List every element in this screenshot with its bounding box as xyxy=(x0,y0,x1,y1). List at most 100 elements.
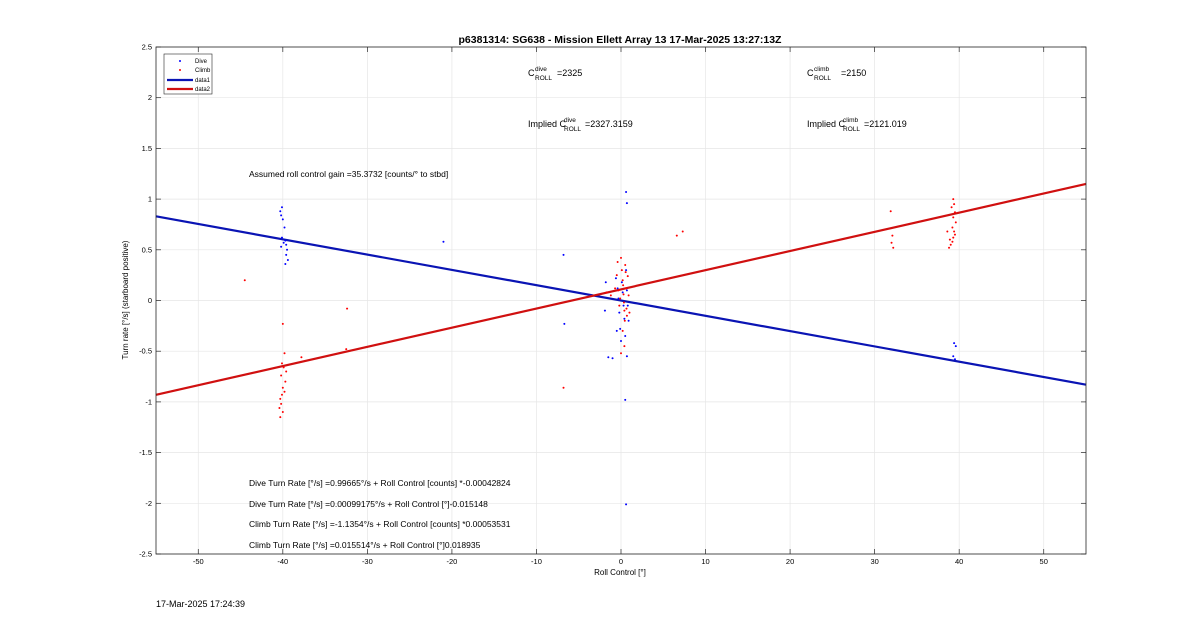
climb-point xyxy=(620,352,622,355)
climb-point xyxy=(619,297,622,300)
climb-point xyxy=(562,386,565,389)
fit-line-data2 xyxy=(155,182,1087,396)
x-axis-label: Roll Control [°] xyxy=(594,568,646,577)
climb-point xyxy=(620,269,623,272)
climb-point xyxy=(280,393,283,396)
dive-point xyxy=(625,191,628,194)
y-tick-label: 2.5 xyxy=(142,43,152,52)
climb-point xyxy=(953,230,956,233)
dive-point xyxy=(285,243,288,246)
implied-dive-prefix: Implied C xyxy=(528,119,567,129)
implied-climb-value: =2121.019 xyxy=(864,119,907,129)
climb-point xyxy=(948,238,951,241)
legend-dive-marker xyxy=(179,60,181,62)
tick-labels: -50 -40 -30 -20 -10 0 10 20 30 40 50-2.5-2-1.5-1-0… xyxy=(139,43,1048,567)
dive-point xyxy=(953,342,956,345)
y-tick-label: 0.5 xyxy=(142,245,152,254)
implied-dive-sup: dive xyxy=(564,117,576,124)
dive-point xyxy=(618,311,621,314)
dive-point xyxy=(615,329,618,332)
climb-point xyxy=(953,233,956,236)
climb-point xyxy=(620,256,622,259)
climb-point xyxy=(623,345,626,348)
climb-point xyxy=(949,243,952,246)
dive-point xyxy=(625,269,628,272)
x-tick-label: 10 xyxy=(701,557,709,566)
climb-point xyxy=(623,309,626,312)
climb-point xyxy=(279,397,282,400)
fit-text-1: Dive Turn Rate [°/s] =0.99665°/s + Roll … xyxy=(249,478,511,488)
legend-climb-label: Climb xyxy=(195,68,211,74)
fit-line-data1 xyxy=(155,215,1087,386)
legend-data1-label: data1 xyxy=(195,78,211,84)
dive-point xyxy=(280,206,283,209)
dive-point xyxy=(284,239,287,242)
x-tick-label: -50 xyxy=(193,557,204,566)
chart-title: p6381314: SG638 - Mission Ellett Array 1… xyxy=(459,34,783,46)
climb-point xyxy=(625,307,628,310)
y-tick-label: 2 xyxy=(148,93,152,102)
fit-text-3: Climb Turn Rate [°/s] =-1.1354°/s + Roll… xyxy=(249,519,511,529)
dive-point xyxy=(614,277,617,280)
climb-point xyxy=(285,370,288,373)
climb-point xyxy=(622,301,625,304)
data-points xyxy=(243,191,957,506)
climb-point xyxy=(279,416,282,419)
climb-point xyxy=(950,206,953,209)
climb-point xyxy=(891,234,894,237)
climb-point xyxy=(952,198,955,201)
dive-point xyxy=(279,210,282,213)
dive-point xyxy=(953,358,956,361)
dive-point xyxy=(952,355,955,358)
climb-point xyxy=(890,241,893,244)
legend-box xyxy=(163,53,213,95)
x-tick-label: -30 xyxy=(362,557,373,566)
climb-point xyxy=(948,246,951,249)
y-tick-label: -1 xyxy=(145,397,152,406)
dive-point xyxy=(625,289,628,292)
dive-point xyxy=(621,291,624,294)
climb-point xyxy=(946,230,949,233)
x-tick-label: 40 xyxy=(955,557,963,566)
dive-point xyxy=(607,356,610,359)
dive-point xyxy=(603,309,606,312)
x-tick-label: 30 xyxy=(870,557,878,566)
climb-point xyxy=(609,294,612,297)
c-roll-climb-prefix: C xyxy=(807,68,814,78)
implied-climb-annotation: Implied C climb ROLL =2121.019 xyxy=(807,117,907,133)
climb-point xyxy=(675,234,678,237)
climb-point xyxy=(953,203,956,206)
climb-point xyxy=(283,390,286,393)
y-tick-label: 0 xyxy=(148,296,152,305)
climb-point xyxy=(281,411,284,414)
dive-point xyxy=(611,357,614,360)
climb-point xyxy=(605,291,608,294)
x-tick-label: 50 xyxy=(1040,557,1048,566)
climb-point xyxy=(282,366,285,369)
climb-point xyxy=(278,406,281,409)
climb-point xyxy=(345,348,348,351)
dive-point xyxy=(562,253,565,256)
climb-point xyxy=(954,221,957,224)
c-roll-dive-value: =2325 xyxy=(557,68,582,78)
y-tick-label: -2.5 xyxy=(139,550,152,559)
implied-dive-sub: ROLL xyxy=(564,126,581,133)
dive-point xyxy=(954,345,957,348)
c-roll-climb-sup: climb xyxy=(814,66,830,73)
climb-point xyxy=(625,314,628,317)
dive-point xyxy=(622,304,625,307)
y-tick-label: 1.5 xyxy=(142,144,152,153)
fit-text-2: Dive Turn Rate [°/s] =0.00099175°/s + Ro… xyxy=(249,499,488,509)
dive-point xyxy=(280,245,283,248)
dive-point xyxy=(286,258,289,261)
y-axis-label: Turn rate [°/s] (starboard positive) xyxy=(121,240,130,359)
dive-point xyxy=(627,319,630,322)
climb-point xyxy=(300,356,303,359)
y-tick-label: 1 xyxy=(148,195,152,204)
x-tick-label: -20 xyxy=(446,557,457,566)
climb-point xyxy=(614,287,617,290)
dive-point xyxy=(616,287,619,290)
climb-point xyxy=(681,230,684,233)
climb-point xyxy=(622,293,625,296)
